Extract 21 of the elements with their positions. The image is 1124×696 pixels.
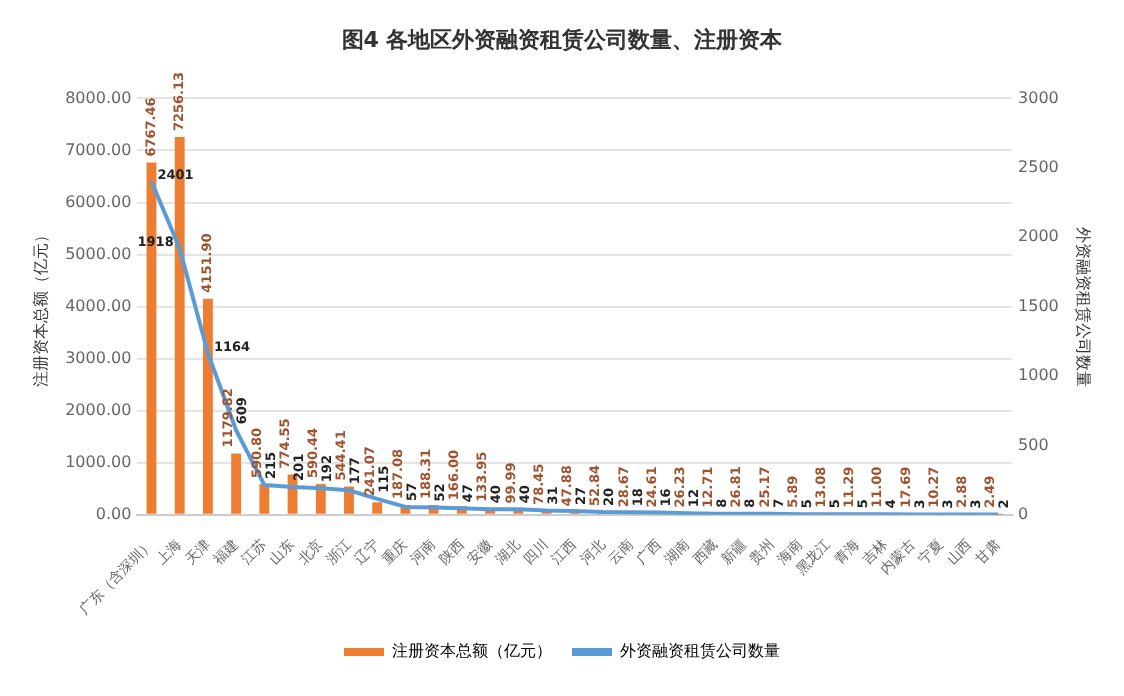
y2-tick-label: 1000 bbox=[1018, 366, 1059, 385]
legend-label: 注册资本总额（亿元） bbox=[392, 642, 552, 661]
y2-axis-title: 外资融资租赁公司数量 bbox=[1074, 226, 1093, 387]
chart-title: 图4 各地区外资融资租赁公司数量、注册资本 bbox=[341, 26, 785, 53]
y2-tick-label: 2000 bbox=[1018, 227, 1059, 246]
y-tick-label: 3000.00 bbox=[65, 348, 132, 367]
y2-tick-label: 3000 bbox=[1018, 88, 1059, 107]
y2-tick-label: 2500 bbox=[1018, 157, 1059, 176]
y-tick-label: 4000.00 bbox=[65, 296, 132, 315]
y-tick-label: 6000.00 bbox=[65, 192, 132, 211]
y2-tick-label: 0 bbox=[1018, 504, 1029, 523]
y2-tick-label: 1500 bbox=[1018, 296, 1059, 315]
y-tick-label: 0.00 bbox=[95, 504, 132, 523]
y-tick-label: 1000.00 bbox=[65, 452, 132, 471]
y-tick-label: 7000.00 bbox=[65, 140, 132, 159]
y-tick-label: 5000.00 bbox=[65, 244, 132, 263]
y-axis-title: 注册资本总额（亿元） bbox=[31, 226, 50, 387]
y-tick-label: 2000.00 bbox=[65, 400, 132, 419]
y-tick-label: 8000.00 bbox=[65, 88, 132, 107]
y2-tick-label: 500 bbox=[1018, 435, 1049, 454]
legend-label: 外资融资租赁公司数量 bbox=[620, 642, 780, 661]
